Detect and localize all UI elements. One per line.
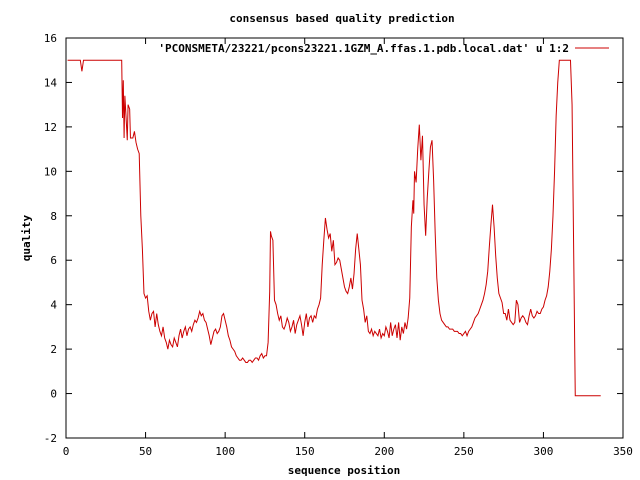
- chart-title: consensus based quality prediction: [229, 12, 454, 25]
- y-tick-label: 14: [44, 76, 58, 89]
- axis-ticks: 0 50 100 150 200 250 300 350 -2 0 2 4 6 8 10 12 14 16: [44, 32, 633, 458]
- y-tick-label: 10: [44, 165, 57, 178]
- y-axis-label: quality: [20, 214, 33, 261]
- legend-label: 'PCONSMETA/23221/pcons23221.1GZM_A.ffas.…: [158, 42, 569, 55]
- x-axis-label: sequence position: [288, 464, 401, 477]
- y-tick-label: 8: [50, 210, 57, 223]
- y-tick-label: 2: [50, 343, 57, 356]
- x-tick-label: 200: [374, 445, 394, 458]
- x-tick-label: 350: [613, 445, 633, 458]
- x-tick-label: 100: [215, 445, 235, 458]
- y-tick-label: 0: [50, 388, 57, 401]
- x-tick-label: 250: [454, 445, 474, 458]
- x-tick-label: 50: [139, 445, 152, 458]
- y-tick-label: -2: [44, 432, 57, 445]
- y-tick-label: 16: [44, 32, 57, 45]
- y-tick-label: 12: [44, 121, 57, 134]
- x-tick-label: 150: [295, 445, 315, 458]
- x-tick-label: 0: [63, 445, 70, 458]
- legend: 'PCONSMETA/23221/pcons23221.1GZM_A.ffas.…: [158, 42, 609, 55]
- x-tick-label: 300: [533, 445, 553, 458]
- plot-frame: [65, 37, 624, 439]
- series-layer: [67, 59, 601, 397]
- y-tick-label: 6: [50, 254, 57, 267]
- series-line: [67, 59, 601, 397]
- y-tick-label: 4: [50, 299, 57, 312]
